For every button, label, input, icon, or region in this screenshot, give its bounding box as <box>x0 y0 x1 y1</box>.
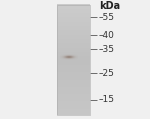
Text: kDa: kDa <box>99 1 120 11</box>
Text: –55: –55 <box>98 13 114 22</box>
Bar <box>57 5 90 115</box>
Text: –40: –40 <box>98 31 114 40</box>
Text: –25: –25 <box>98 69 114 78</box>
Text: –15: –15 <box>98 95 114 104</box>
Text: –35: –35 <box>98 45 114 54</box>
